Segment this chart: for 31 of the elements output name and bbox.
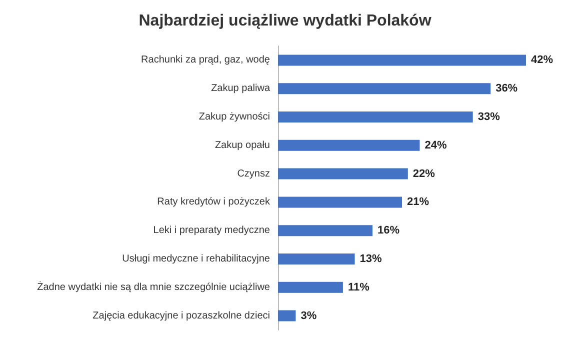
y-tick-label: Czynsz (237, 168, 270, 180)
bar (278, 225, 372, 236)
data-label: 42% (531, 54, 554, 66)
bar (278, 168, 408, 180)
y-tick-label: Leki i preparaty medyczne (153, 225, 270, 236)
data-label: 16% (377, 224, 400, 237)
bar (278, 112, 473, 122)
data-label: 33% (478, 111, 500, 123)
y-tick-label: Zajęcia edukacyjne i pozaszkolne dzieci (92, 310, 270, 322)
y-tick-label: Raty kredytów i pożyczek (157, 196, 271, 208)
bar (278, 254, 355, 264)
bar (278, 196, 402, 208)
chart-title: Najbardziej uciążliwe wydatki Polaków (138, 12, 432, 30)
data-label: 22% (412, 168, 436, 180)
bar (278, 310, 296, 322)
bar (278, 83, 491, 94)
y-tick-label: Zakup paliwa (211, 83, 270, 94)
y-tick-label: Usługi medyczne i rehabilitacyjne (122, 254, 270, 264)
y-tick-label: Zakup żywności (198, 112, 270, 122)
data-label: 3% (300, 310, 317, 322)
y-tick-label: Zakup opału (214, 140, 270, 151)
bar (278, 282, 343, 293)
data-label: 36% (496, 82, 518, 95)
data-label: 21% (407, 196, 430, 208)
y-tick-label: Żadne wydatki nie są dla mnie szczególnie uciążliwe (37, 280, 270, 293)
bar (278, 54, 526, 66)
bar (278, 140, 420, 151)
data-label: 11% (348, 281, 370, 294)
data-label: 24% (424, 139, 447, 152)
y-tick-label: Rachunki za prąd, gaz, wodę (141, 54, 270, 66)
data-label: 13% (360, 253, 382, 265)
